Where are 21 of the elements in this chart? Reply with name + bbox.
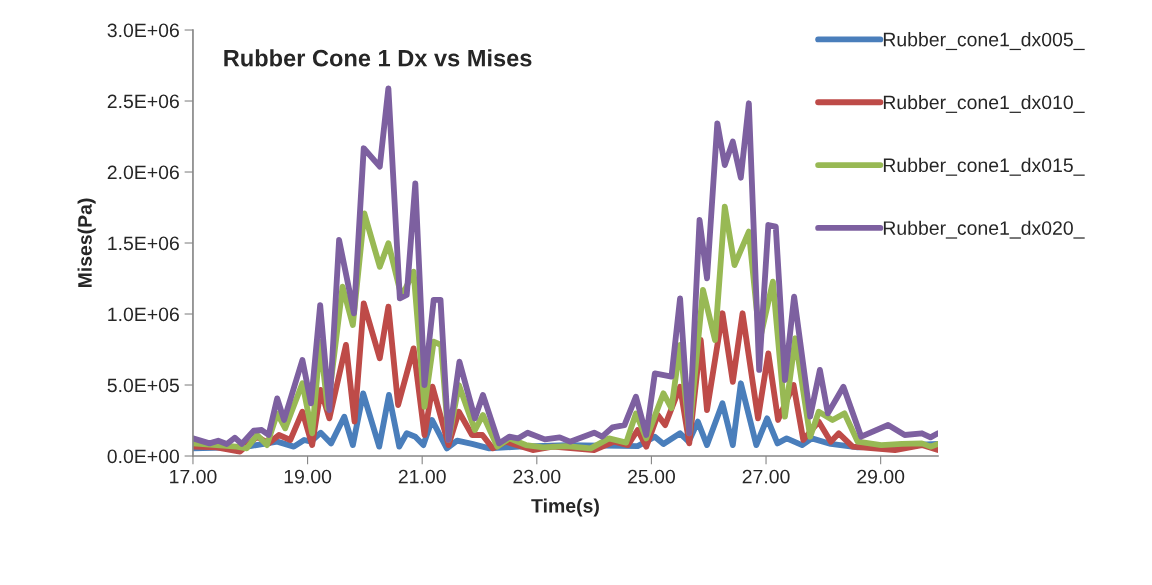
legend-label: Rubber_cone1_dx015_ [883, 157, 1085, 176]
x-tick-label: 25.00 [628, 469, 675, 484]
legend-label: Rubber_cone1_dx005_ [883, 32, 1085, 51]
text: Rubber Cone 1 Dx vs Mises [224, 49, 532, 67]
y-tick-label: 2.0E+06 [107, 165, 179, 180]
y-tick-label: 1.5E+06 [108, 236, 179, 251]
legend-label: Rubber_cone1_dx020_ [883, 220, 1085, 239]
y-tick-label: 2.5E+06 [107, 94, 179, 109]
x-tick-label: 21.00 [398, 469, 446, 484]
x-axis-title: Time(s) [531, 498, 599, 517]
y-tick-label: 1.0E+06 [108, 307, 179, 322]
y-axis-title: Mises(Pa) [77, 198, 96, 288]
y-tick-label: 5.0E+05 [107, 378, 179, 393]
y-tick-label: 3.0E+06 [107, 23, 179, 38]
y-tick-label: 0.0E+00 [107, 449, 180, 464]
x-tick-label: 27.00 [742, 469, 790, 484]
legend-label: Rubber_cone1_dx010_ [883, 94, 1085, 113]
x-tick-label: 17.00 [170, 469, 217, 484]
x-tick-label: 29.00 [857, 469, 905, 484]
x-tick-label: 23.00 [513, 469, 561, 484]
x-tick-label: 19.00 [284, 469, 332, 484]
